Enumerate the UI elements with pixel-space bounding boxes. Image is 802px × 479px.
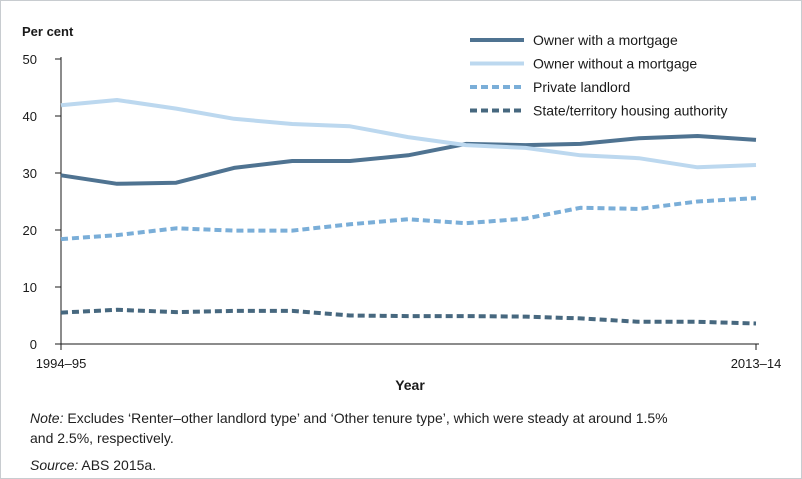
y-tick-label: 50 [23,52,37,67]
x-tick-label: 1994–95 [36,356,87,371]
series-line-2 [60,98,757,170]
line-chart: Per cent 0 10 20 30 40 50 1994–95 2013–14 Owne… [22,24,782,393]
legend-label: State/territory housing authority [533,103,728,119]
legend-label: Owner without a mortgage [533,56,697,72]
series-line-3 [60,196,757,242]
series-line-1 [60,134,757,186]
x-axis-title: Year [395,377,425,393]
y-axis-title: Per cent [22,24,74,39]
legend: Owner with a mortgage Owner without a mor… [470,32,728,119]
y-tick-label: 10 [23,280,37,295]
x-axis: 1994–95 2013–14 [36,343,782,371]
series-line-4 [60,307,757,326]
x-tick-label: 2013–14 [731,356,782,371]
y-tick-label: 40 [23,109,37,124]
chart-note: Note: Excludes ‘Renter–other landlord ty… [30,408,668,448]
y-tick-label: 30 [23,166,37,181]
note-text: Excludes ‘Renter–other landlord type’ an… [63,410,668,426]
source-label: Source: [30,457,79,473]
series-lines [60,98,757,326]
note-text-continued: and 2.5%, respectively. [30,430,174,446]
y-tick-label: 20 [23,223,37,238]
source-text: ABS 2015a. [78,457,157,473]
chart-source: Source: ABS 2015a. [30,455,156,475]
y-axis: 0 10 20 30 40 50 [23,52,62,352]
y-tick-label: 0 [30,337,37,352]
legend-label: Private landlord [533,79,630,95]
note-label: Note: [30,410,64,426]
legend-label: Owner with a mortgage [533,32,678,48]
